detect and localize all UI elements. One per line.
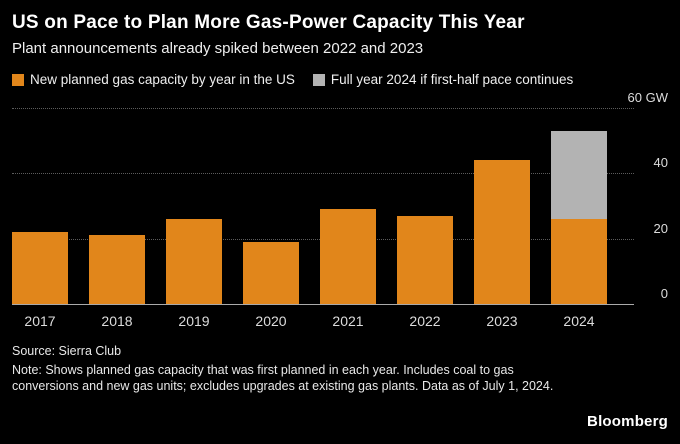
x-axis-labels: 2017 2018 2019 2020 2021 2022 2023 2024 [12, 313, 668, 329]
bar-segment-2017 [12, 232, 68, 304]
bar-segment-2020 [243, 241, 299, 304]
bar-segment-2018 [89, 235, 145, 304]
bar-2018 [89, 235, 145, 304]
bar-segment-2024 [551, 130, 607, 220]
bar-2017 [12, 232, 68, 304]
legend: New planned gas capacity by year in the … [12, 72, 668, 87]
gridline-40 [12, 173, 634, 175]
chart-subtitle: Plant announcements already spiked betwe… [12, 40, 424, 57]
bar-segment-2022 [397, 215, 453, 304]
bar-segment-2021 [320, 209, 376, 304]
bar-2024 [551, 130, 607, 304]
x-axis-line [12, 304, 634, 305]
bar-series [12, 91, 607, 304]
plot-area: 0 20 40 60 GW [12, 90, 668, 305]
legend-item-planned-capacity: New planned gas capacity by year in the … [12, 72, 295, 87]
bar-2022 [397, 215, 453, 304]
bloomberg-logo: Bloomberg [587, 413, 668, 430]
legend-item-full-year-pace: Full year 2024 if first-half pace contin… [312, 72, 574, 87]
bar-2021 [320, 209, 376, 304]
x-tick-label-2024: 2024 [563, 313, 595, 329]
legend-label-planned-capacity: New planned gas capacity by year in the … [30, 72, 295, 87]
bar-segment-2024 [551, 219, 607, 304]
y-tick-label-0: 0 [660, 286, 668, 301]
gridline-60 [12, 108, 634, 109]
note-text: Note: Shows planned gas capacity that wa… [12, 362, 554, 394]
bar-chart: 0 20 40 60 GW [12, 90, 668, 305]
legend-swatch-orange-icon [12, 73, 24, 86]
bar-segment-2023 [474, 160, 530, 304]
x-tick-label-2019: 2019 [178, 313, 210, 329]
legend-label-full-year-pace: Full year 2024 if first-half pace contin… [330, 72, 574, 87]
y-tick-label-40: 40 [653, 155, 668, 171]
y-tick-label-20: 20 [653, 220, 668, 236]
x-tick-label-2021: 2021 [332, 313, 364, 329]
bar-segment-2019 [166, 219, 222, 304]
footer: Source: Sierra Club Note: Shows planned … [12, 343, 668, 395]
x-tick-label-2018: 2018 [101, 313, 133, 329]
bar-2023 [474, 160, 530, 304]
x-tick-label-2017: 2017 [24, 313, 56, 329]
x-tick-label-2023: 2023 [486, 313, 518, 329]
bar-2019 [166, 219, 222, 304]
source-text: Source: Sierra Club [12, 344, 122, 358]
legend-swatch-gray-icon [312, 73, 325, 86]
y-tick-label-60: 60 GW [627, 90, 668, 105]
x-tick-label-2022: 2022 [409, 313, 441, 329]
x-tick-label-2020: 2020 [255, 313, 287, 329]
bar-2020 [243, 241, 299, 304]
chart-title: US on Pace to Plan More Gas-Power Capaci… [12, 12, 525, 33]
